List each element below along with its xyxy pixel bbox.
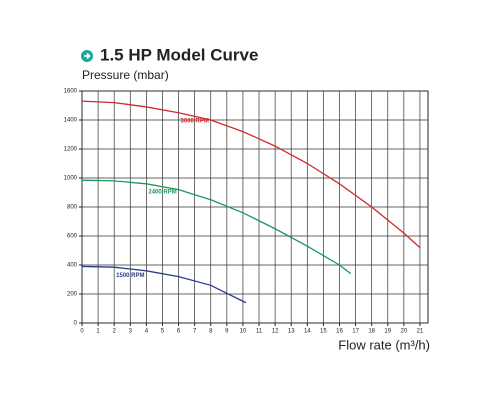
x-tick-label: 14 — [304, 329, 311, 335]
title-icon-arrow — [84, 52, 91, 60]
y-tick-label: 1600 — [64, 89, 78, 95]
x-tick-label: 1 — [96, 329, 100, 335]
chart-title: 1.5 HP Model Curve — [100, 45, 258, 64]
x-tick-label: 18 — [368, 329, 375, 335]
curve — [81, 100, 421, 249]
x-tick-label: 21 — [417, 329, 424, 335]
x-tick-label: 19 — [384, 329, 391, 335]
curve-label: 1500 RPM — [116, 273, 144, 279]
curve — [81, 179, 352, 275]
y-tick-label: 1400 — [64, 118, 78, 124]
x-tick-label: 7 — [193, 329, 197, 335]
x-tick-label: 13 — [288, 329, 295, 335]
x-tick-label: 5 — [161, 329, 165, 335]
x-tick-label: 2 — [113, 329, 117, 335]
x-tick-label: 6 — [177, 329, 181, 335]
y-tick-label: 800 — [67, 205, 78, 211]
x-tick-label: 3 — [129, 329, 133, 335]
curve-label: 3000 RPM — [181, 118, 209, 124]
y-tick-label: 0 — [74, 321, 78, 327]
curve-label: 2400 RPM — [148, 189, 176, 195]
x-tick-label: 4 — [145, 329, 149, 335]
y-axis-label: Pressure (mbar) — [82, 68, 169, 82]
x-axis-label: Flow rate (m³/h) — [338, 337, 430, 352]
curve — [81, 265, 247, 304]
x-tick-label: 0 — [80, 329, 84, 335]
y-tick-label: 200 — [67, 292, 78, 298]
x-tick-label: 12 — [272, 329, 279, 335]
x-tick-label: 16 — [336, 329, 343, 335]
y-tick-label: 1200 — [64, 147, 78, 153]
y-tick-label: 1000 — [64, 176, 78, 182]
y-tick-label: 600 — [67, 234, 78, 240]
x-tick-label: 8 — [209, 329, 213, 335]
y-tick-label: 400 — [67, 263, 78, 269]
x-tick-label: 10 — [240, 329, 247, 335]
x-tick-label: 17 — [352, 329, 359, 335]
x-tick-label: 11 — [256, 329, 263, 335]
x-tick-label: 15 — [320, 329, 327, 335]
x-tick-label: 9 — [225, 329, 229, 335]
x-tick-label: 20 — [401, 329, 408, 335]
